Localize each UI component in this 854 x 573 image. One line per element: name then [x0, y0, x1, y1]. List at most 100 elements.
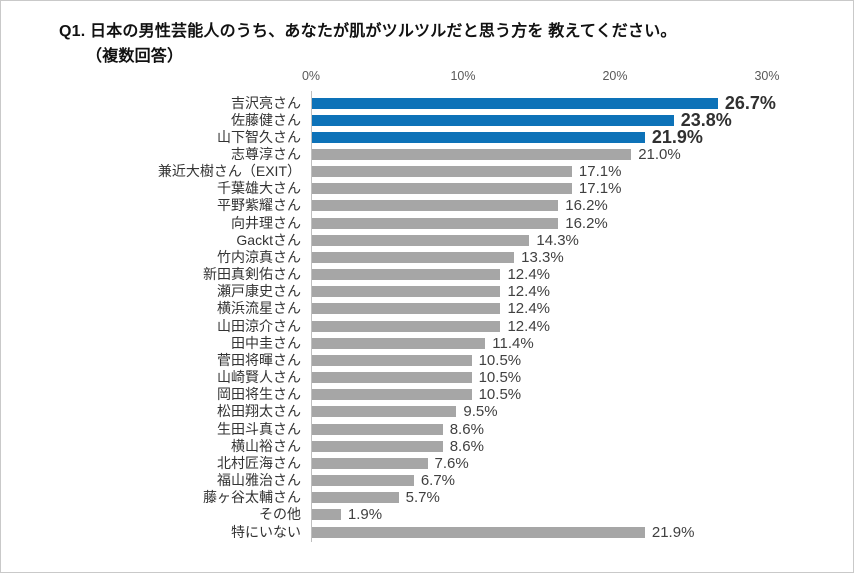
category-label: 山下智久さん	[217, 128, 301, 145]
bar-row: Gacktさん 14.3%	[1, 232, 853, 249]
bar-row: 兼近大樹さん（EXIT） 17.1%	[1, 163, 853, 180]
bar-row: 向井理さん 16.2%	[1, 215, 853, 232]
bar-row: 特にいない 21.9%	[1, 524, 853, 541]
bar-row: その他 1.9%	[1, 506, 853, 523]
bar-row: 吉沢亮さん 26.7%	[1, 94, 853, 112]
x-axis-ticks: 0% 10% 20% 30%	[1, 69, 853, 83]
category-label: 岡田将生さん	[217, 386, 301, 403]
value-label: 21.0%	[638, 145, 681, 163]
value-label: 5.7%	[405, 489, 440, 507]
category-label: 生田斗真さん	[217, 420, 301, 437]
category-label: 向井理さん	[231, 214, 301, 231]
category-label: Gacktさん	[236, 231, 301, 248]
category-label: 新田真剣佑さん	[203, 266, 301, 283]
value-label: 9.5%	[463, 403, 498, 421]
bar	[312, 526, 645, 538]
category-label: 千葉雄大さん	[217, 180, 301, 197]
category-label: その他	[259, 506, 301, 523]
value-label: 12.4%	[507, 300, 551, 318]
bar-row: 横山裕さん 8.6%	[1, 438, 853, 455]
category-label: 竹内涼真さん	[217, 248, 301, 265]
value-label: 6.7%	[420, 472, 456, 490]
category-label: 志尊淳さん	[231, 145, 301, 162]
bar	[312, 423, 443, 435]
category-label: 吉沢亮さん	[231, 94, 301, 111]
bar	[312, 183, 572, 195]
value-label: 8.6%	[449, 420, 484, 438]
bar-row: 竹内涼真さん 13.3%	[1, 249, 853, 266]
value-label: 13.3%	[521, 248, 564, 266]
bar-row: 藤ヶ谷太輔さん 5.7%	[1, 489, 853, 506]
bar	[312, 166, 572, 178]
category-label: 瀬戸康史さん	[217, 283, 301, 300]
bar-row: 山田涼介さん 12.4%	[1, 318, 853, 335]
value-label: 16.2%	[565, 197, 608, 215]
value-label: 23.8%	[680, 109, 732, 130]
bar	[312, 372, 472, 384]
bar	[312, 354, 472, 366]
category-label: 北村匠海さん	[217, 454, 301, 471]
chart-title-line2: （複数回答）	[86, 48, 184, 65]
category-label: 松田翔太さん	[217, 403, 301, 420]
bar-row: 平野紫耀さん 16.2%	[1, 197, 853, 214]
category-label: 菅田将暉さん	[217, 351, 301, 368]
bar	[312, 389, 472, 401]
value-label: 10.5%	[478, 351, 522, 369]
value-label: 11.4%	[492, 334, 534, 352]
value-label: 1.9%	[347, 506, 383, 524]
bar	[312, 114, 674, 126]
value-label: 17.1%	[578, 163, 622, 181]
bar-row: 田中圭さん 11.4%	[1, 335, 853, 352]
bar-row: 佐藤健さん 23.8%	[1, 109, 853, 130]
bar	[312, 337, 486, 349]
bar	[312, 234, 530, 246]
bar	[312, 131, 645, 143]
bar	[312, 440, 443, 452]
bar	[312, 286, 501, 298]
value-label: 7.6%	[434, 454, 469, 472]
category-label: 横浜流星さん	[217, 300, 301, 317]
category-label: 田中圭さん	[231, 334, 301, 351]
value-label: 12.4%	[507, 283, 551, 301]
bar	[312, 269, 501, 281]
value-label: 12.4%	[507, 266, 551, 284]
value-label: 21.9%	[651, 126, 703, 147]
bar-row: 北村匠海さん 7.6%	[1, 455, 853, 472]
bar	[312, 251, 515, 263]
value-label: 10.5%	[478, 386, 522, 404]
bar-row: 瀬戸康史さん 12.4%	[1, 283, 853, 300]
category-label: 山崎賢人さん	[217, 369, 301, 386]
value-label: 21.9%	[651, 523, 695, 541]
value-label: 8.6%	[449, 437, 484, 455]
bar	[312, 320, 501, 332]
bar-row: 山下智久さん 21.9%	[1, 126, 853, 147]
category-label: 兼近大樹さん（EXIT）	[157, 163, 301, 180]
x-tick-label: 10%	[450, 69, 476, 83]
bar-row: 千葉雄大さん 17.1%	[1, 180, 853, 197]
value-label: 14.3%	[536, 231, 579, 249]
value-label: 16.2%	[565, 214, 608, 232]
bar-row: 福山雅治さん 6.7%	[1, 472, 853, 489]
bar-row: 横浜流星さん 12.4%	[1, 300, 853, 317]
chart-title-line1: Q1. 日本の男性芸能人のうち、あなたが肌がツルツルだと思う方を 教えてください…	[59, 23, 677, 40]
bar	[312, 200, 559, 212]
bar	[312, 148, 632, 160]
value-label: 10.5%	[478, 369, 522, 387]
category-label: 佐藤健さん	[231, 111, 301, 128]
category-label: 平野紫耀さん	[217, 197, 301, 214]
chart-title: Q1. 日本の男性芸能人のうち、あなたが肌がツルツルだと思う方を 教えてください…	[59, 19, 839, 69]
bar-row: 山崎賢人さん 10.5%	[1, 369, 853, 386]
bar	[312, 97, 718, 109]
bar	[312, 406, 457, 418]
category-label: 山田涼介さん	[217, 317, 301, 334]
x-tick-label: 30%	[754, 69, 780, 83]
bar-row: 生田斗真さん 8.6%	[1, 421, 853, 438]
bar-row: 松田翔太さん 9.5%	[1, 403, 853, 420]
category-label: 横山裕さん	[231, 437, 301, 454]
bar	[312, 509, 341, 521]
bar	[312, 492, 399, 504]
bar	[312, 303, 501, 315]
category-label: 福山雅治さん	[217, 472, 301, 489]
value-label: 17.1%	[578, 180, 622, 198]
